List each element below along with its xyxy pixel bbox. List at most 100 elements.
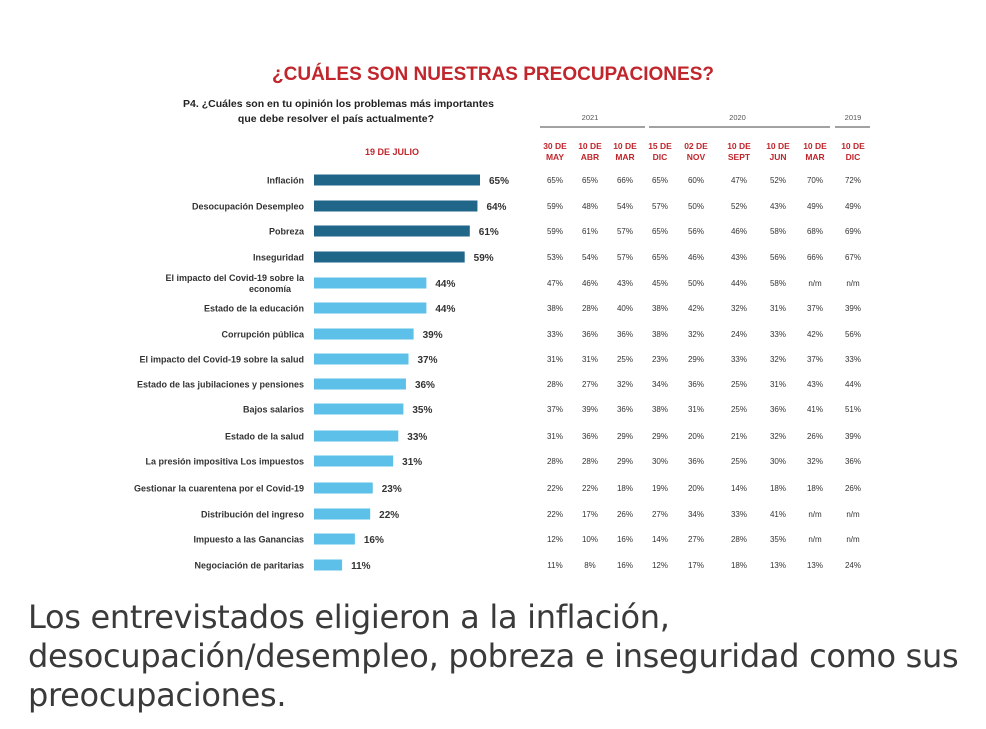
history-cell: 49%	[845, 202, 861, 211]
category-label: Negociación de paritarias	[194, 561, 304, 571]
category-label: Gestionar la cuarentena por el Covid-19	[134, 484, 304, 494]
history-cell: 38%	[652, 405, 668, 414]
category-label: El impacto del Covid-19 sobre la	[165, 273, 305, 283]
history-cell: 27%	[582, 380, 598, 389]
history-header: MAR	[615, 152, 634, 162]
history-cell: n/m	[846, 535, 860, 544]
history-cell: 18%	[731, 561, 747, 570]
category-label: El impacto del Covid-19 sobre la salud	[139, 355, 304, 365]
history-cell: 32%	[770, 432, 786, 441]
history-cell: 52%	[770, 176, 786, 185]
history-cell: 30%	[652, 457, 668, 466]
category-label: economía	[249, 284, 292, 294]
bar-value-label: 64%	[486, 202, 506, 213]
category-label: Impuesto a las Ganancias	[193, 535, 304, 545]
history-cell: 59%	[547, 202, 563, 211]
history-cell: 28%	[582, 457, 598, 466]
history-cell: 13%	[807, 561, 823, 570]
history-cell: 26%	[807, 432, 823, 441]
history-cell: 26%	[617, 510, 633, 519]
question-line-2: que debe resolver el país actualmente?	[238, 113, 434, 125]
history-cell: n/m	[846, 279, 860, 288]
history-cell: 39%	[845, 304, 861, 313]
history-cell: 57%	[617, 227, 633, 236]
bar-value-label: 37%	[417, 355, 437, 366]
history-header: 10 DE	[727, 141, 751, 151]
history-cell: 65%	[547, 176, 563, 185]
history-cell: 44%	[731, 279, 747, 288]
history-cell: 18%	[617, 484, 633, 493]
category-label: Pobreza	[269, 227, 305, 237]
bar-value-label: 22%	[379, 510, 399, 521]
history-header: SEPT	[728, 152, 751, 162]
history-cell: 72%	[845, 176, 861, 185]
history-cell: 22%	[547, 510, 563, 519]
history-cell: 42%	[688, 304, 704, 313]
history-cell: 16%	[617, 561, 633, 570]
history-cell: 43%	[731, 253, 747, 262]
history-cell: 29%	[617, 457, 633, 466]
history-cell: 47%	[731, 176, 747, 185]
history-cell: 57%	[617, 253, 633, 262]
history-cell: 65%	[582, 176, 598, 185]
category-label: La presión impositiva Los impuestos	[145, 457, 304, 467]
history-cell: 39%	[582, 405, 598, 414]
bar	[314, 482, 373, 494]
history-cell: 31%	[770, 304, 786, 313]
history-cell: 20%	[688, 432, 704, 441]
history-cell: 28%	[547, 380, 563, 389]
history-cell: 70%	[807, 176, 823, 185]
bar-value-label: 59%	[474, 253, 494, 264]
history-cell: 41%	[807, 405, 823, 414]
history-cell: 45%	[652, 279, 668, 288]
history-cell: 46%	[731, 227, 747, 236]
history-cell: 18%	[770, 484, 786, 493]
history-header: MAR	[805, 152, 824, 162]
category-label: Estado de las jubilaciones y pensiones	[137, 380, 304, 390]
history-cell: 13%	[770, 561, 786, 570]
bar	[314, 174, 480, 186]
caption-text: Los entrevistados eligieron a la inflaci…	[28, 598, 959, 714]
history-header: JUN	[769, 152, 786, 162]
history-cell: 56%	[688, 227, 704, 236]
history-cell: 29%	[688, 355, 704, 364]
history-cell: 56%	[770, 253, 786, 262]
history-cell: 65%	[652, 227, 668, 236]
history-cell: 12%	[547, 535, 563, 544]
history-cell: 38%	[652, 330, 668, 339]
bar-value-label: 16%	[364, 535, 384, 546]
category-label: Inflación	[267, 176, 304, 186]
history-cell: 31%	[547, 432, 563, 441]
bar-value-label: 11%	[351, 561, 371, 572]
history-cell: 41%	[770, 510, 786, 519]
history-cell: 38%	[547, 304, 563, 313]
history-cell: 25%	[731, 405, 747, 414]
history-cell: 37%	[807, 304, 823, 313]
history-cell: n/m	[846, 510, 860, 519]
history-cell: 33%	[547, 330, 563, 339]
bar	[314, 559, 343, 571]
history-cell: 36%	[770, 405, 786, 414]
history-cell: 37%	[807, 355, 823, 364]
history-cell: 68%	[807, 227, 823, 236]
bar-value-label: 23%	[382, 484, 402, 495]
history-header: 15 DE	[648, 141, 672, 151]
bar	[314, 277, 427, 289]
history-header: DIC	[653, 152, 668, 162]
history-cell: 59%	[547, 227, 563, 236]
history-cell: 32%	[807, 457, 823, 466]
history-cell: 54%	[582, 253, 598, 262]
history-cell: 40%	[617, 304, 633, 313]
history-cell: n/m	[808, 535, 822, 544]
history-cell: 36%	[688, 457, 704, 466]
category-label: Estado de la salud	[225, 432, 304, 442]
history-cell: 43%	[770, 202, 786, 211]
history-cell: 47%	[547, 279, 563, 288]
history-cell: 58%	[770, 227, 786, 236]
history-cell: 29%	[652, 432, 668, 441]
history-cell: 48%	[582, 202, 598, 211]
history-cell: 12%	[652, 561, 668, 570]
history-cell: 60%	[688, 176, 704, 185]
history-cell: 24%	[845, 561, 861, 570]
history-header: 10 DE	[841, 141, 865, 151]
